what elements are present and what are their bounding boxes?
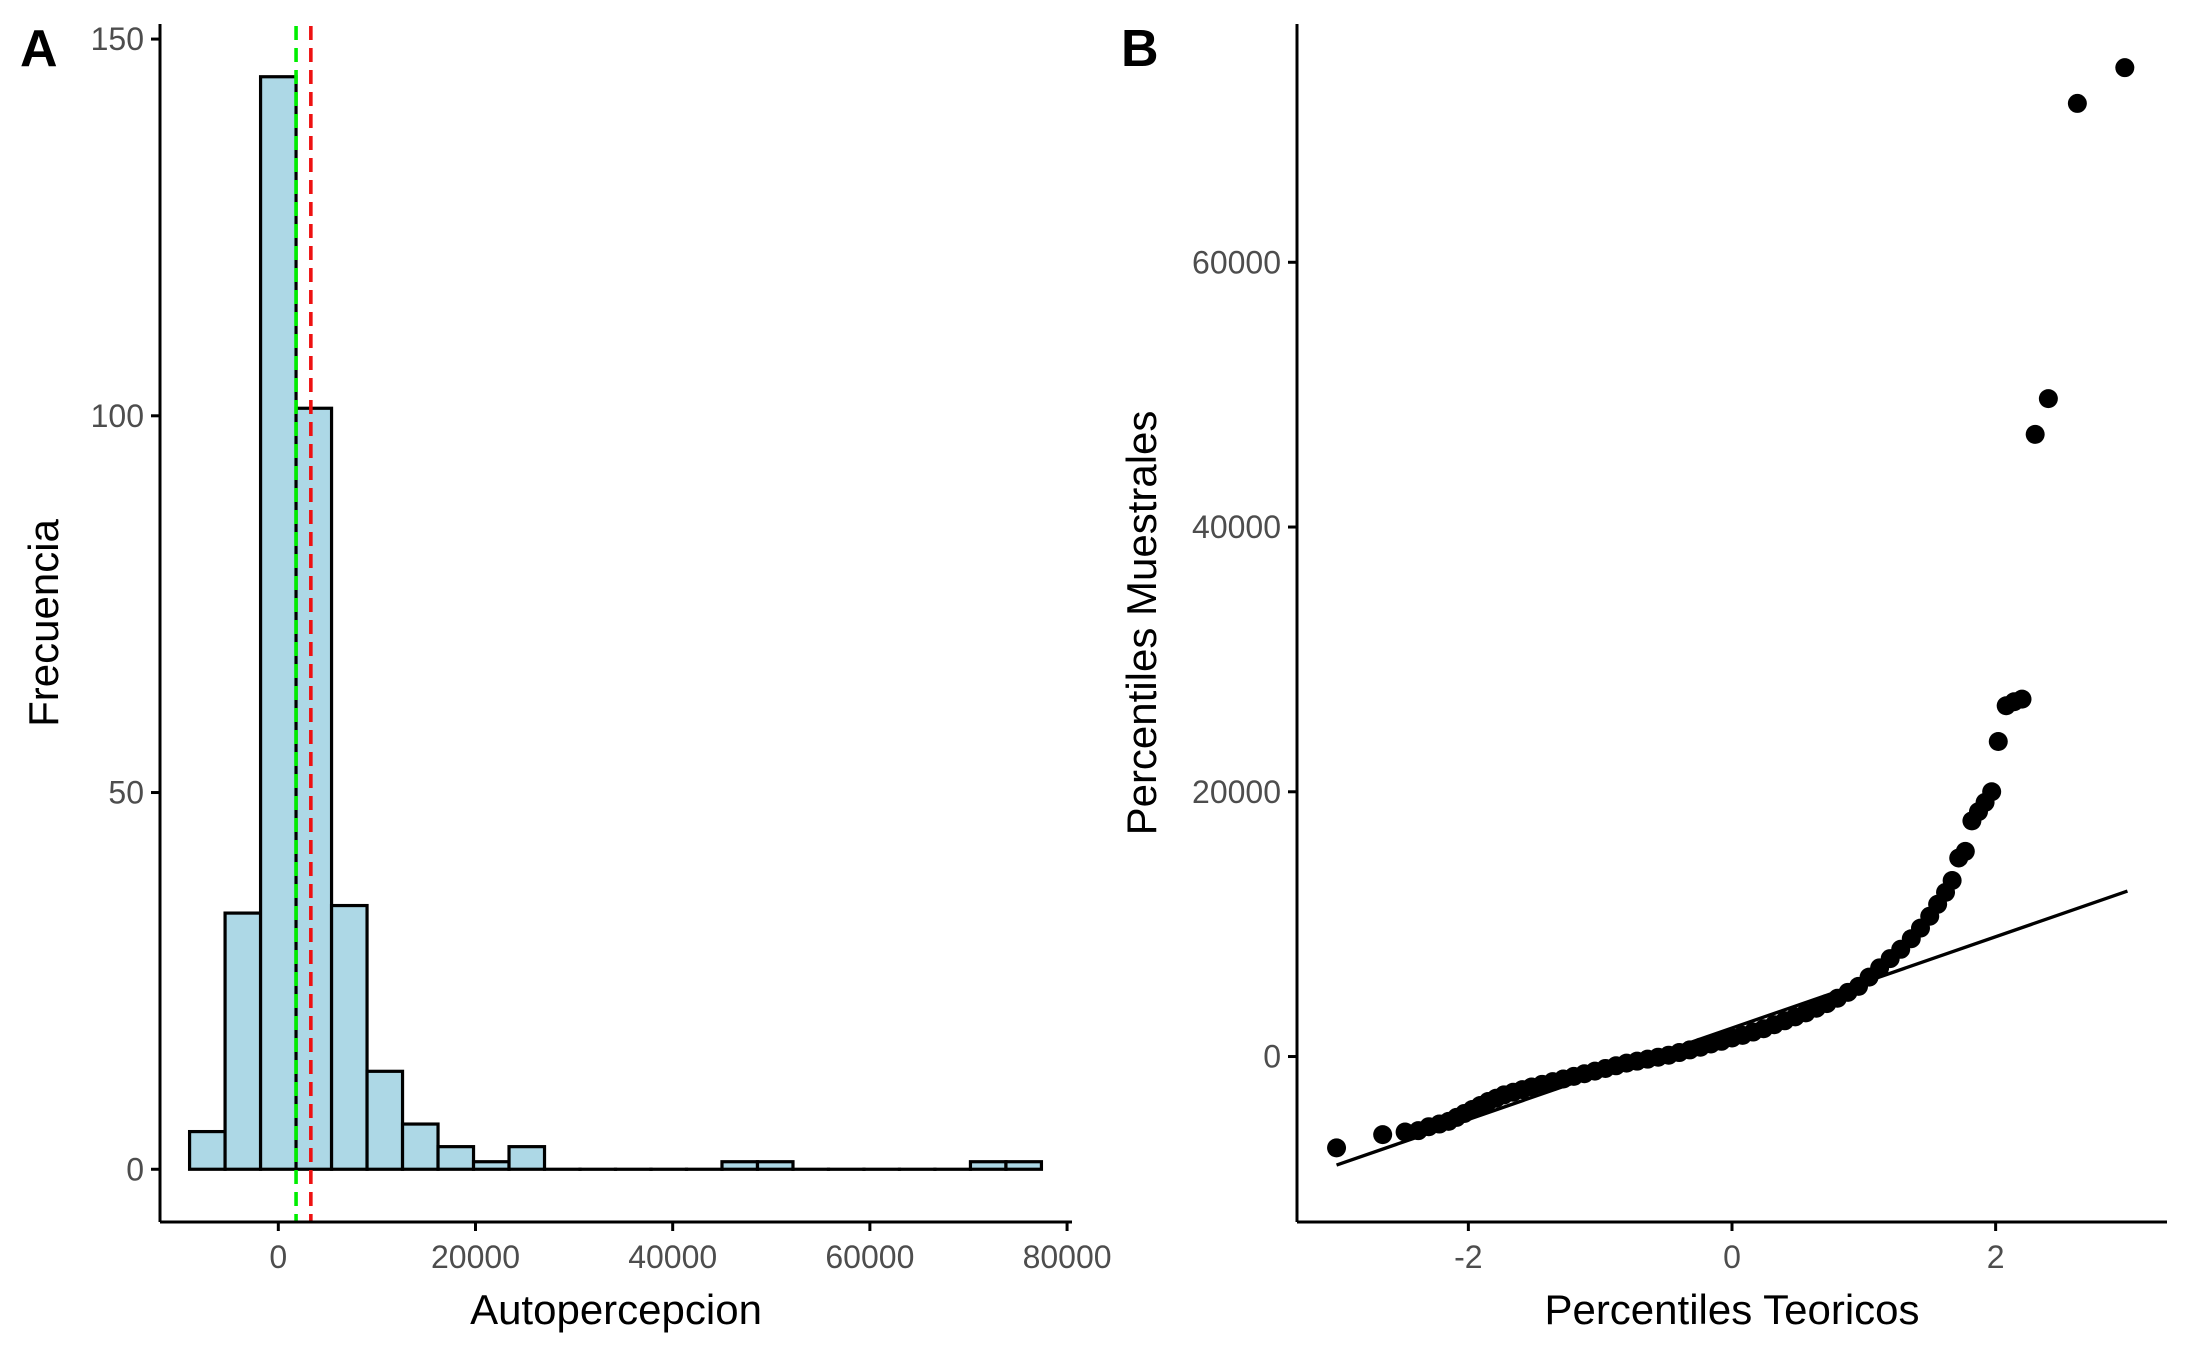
y-tick-label: 60000 xyxy=(1192,244,1281,280)
qq-point-63 xyxy=(1982,782,2002,802)
qq-point-1 xyxy=(1373,1125,1393,1145)
panel-b-qq-plot: 0 20000 40000 60000 -2 0 2 B Percentiles Teor… xyxy=(1118,20,2167,1333)
x-tick-label: 60000 xyxy=(825,1239,914,1275)
x-tick-label: 0 xyxy=(1723,1239,1741,1275)
histogram-bar-2 xyxy=(258,75,298,1171)
y-axis-ticks: 0 20000 40000 60000 xyxy=(1192,244,1297,1075)
x-tick-label: 80000 xyxy=(1023,1239,1112,1275)
histogram-bar-8 xyxy=(471,1160,511,1171)
histogram-bar-6 xyxy=(400,1122,440,1171)
reference-lines xyxy=(294,26,313,1222)
histogram-bar-7 xyxy=(436,1145,476,1171)
histogram-bar-22 xyxy=(968,1160,1008,1171)
x-axis-ticks: 0 20000 40000 60000 80000 xyxy=(269,1222,1112,1275)
qq-point-59 xyxy=(1955,841,1975,861)
y-tick-label: 40000 xyxy=(1192,509,1281,545)
y-tick-label: 0 xyxy=(126,1151,144,1187)
y-tick-label: 50 xyxy=(108,775,144,811)
qq-points xyxy=(1327,58,2135,1158)
x-tick-label: 40000 xyxy=(628,1239,717,1275)
histogram-bar-15 xyxy=(720,1160,760,1171)
qq-point-68 xyxy=(2025,424,2045,444)
qq-point-69 xyxy=(2038,389,2058,409)
x-axis-title: Autopercepcion xyxy=(470,1286,762,1333)
x-tick-label: -2 xyxy=(1454,1239,1482,1275)
y-tick-label: 0 xyxy=(1263,1039,1281,1075)
panel-a-histogram: 0 50 100 150 0 20000 40000 60000 80000 A Autope… xyxy=(20,20,1112,1333)
x-tick-label: 20000 xyxy=(431,1239,520,1275)
y-tick-label: 150 xyxy=(91,21,144,57)
x-axis-title: Percentiles Teoricos xyxy=(1544,1286,1919,1333)
y-tick-label: 100 xyxy=(91,398,144,434)
panel-tag-a: A xyxy=(20,20,58,78)
qq-point-0 xyxy=(1327,1138,1347,1158)
histogram-bar-9 xyxy=(507,1145,547,1171)
y-axis-ticks: 0 50 100 150 xyxy=(91,21,160,1187)
qq-point-57 xyxy=(1942,870,1962,890)
histogram-bar-3 xyxy=(294,406,334,1171)
histogram-bar-0 xyxy=(187,1129,227,1171)
histogram-bar-16 xyxy=(755,1160,795,1171)
histogram-bar-23 xyxy=(1004,1160,1044,1171)
panel-tag-b: B xyxy=(1121,20,1159,78)
histogram-bar-1 xyxy=(223,911,263,1171)
x-axis-ticks: -2 0 2 xyxy=(1454,1222,2005,1275)
y-tick-label: 20000 xyxy=(1192,774,1281,810)
x-tick-label: 2 xyxy=(1987,1239,2005,1275)
histogram-bar-4 xyxy=(329,903,369,1171)
y-axis-title: Frecuencia xyxy=(20,518,67,726)
qq-point-70 xyxy=(2067,93,2087,113)
y-axis-title: Percentiles Muestrales xyxy=(1118,411,1165,836)
x-tick-label: 0 xyxy=(269,1239,287,1275)
qq-point-67 xyxy=(2012,689,2032,709)
qq-point-71 xyxy=(2115,58,2135,78)
histogram-bar-5 xyxy=(365,1069,405,1171)
histogram-bars xyxy=(187,75,1044,1171)
qq-point-64 xyxy=(1988,731,2008,751)
